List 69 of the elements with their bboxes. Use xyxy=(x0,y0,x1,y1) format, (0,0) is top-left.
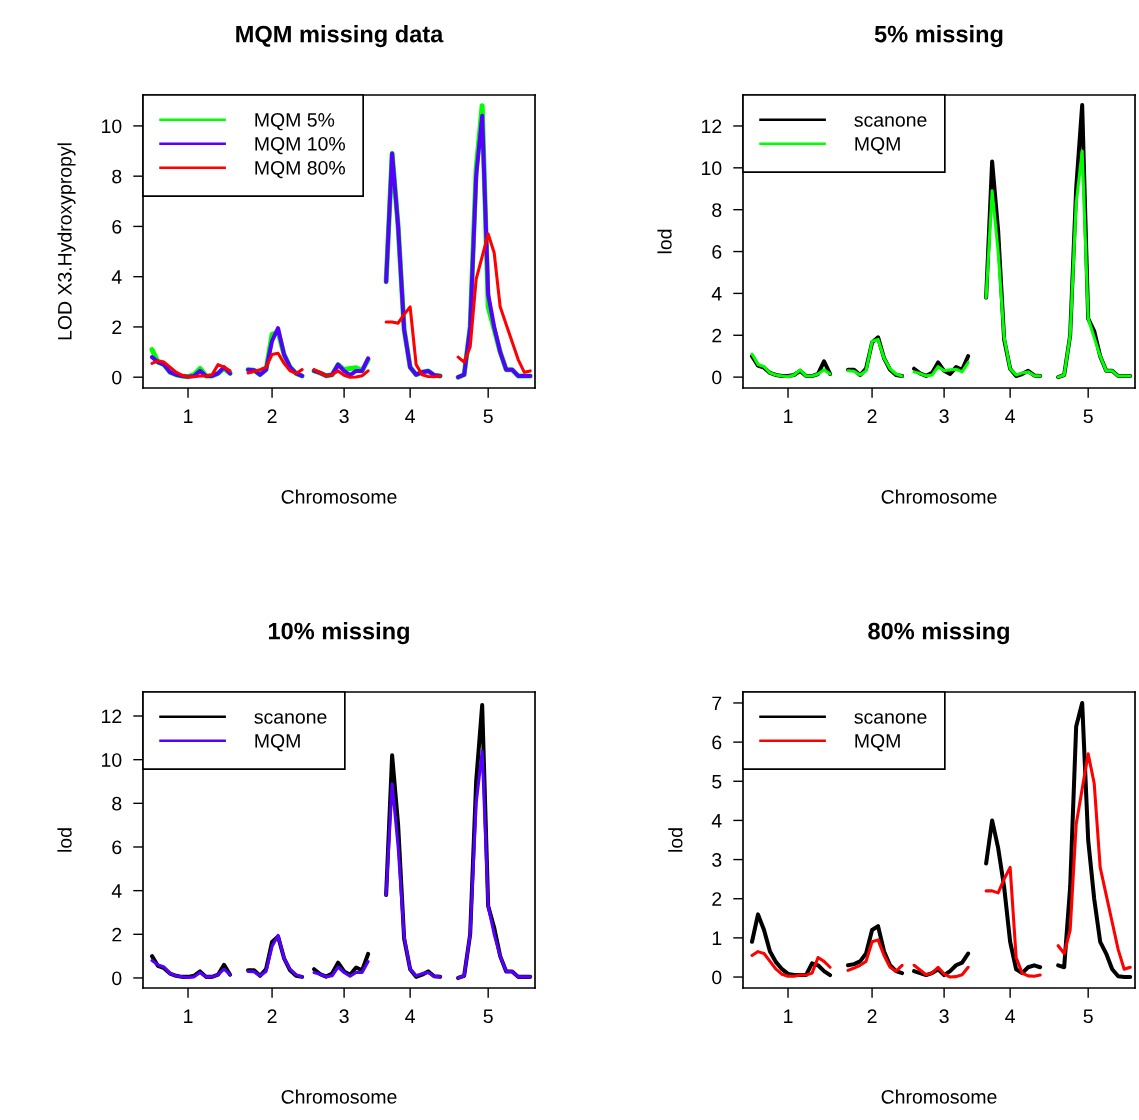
y-tick-label: 4 xyxy=(111,270,122,284)
legend-label: scanone xyxy=(854,713,927,724)
x-tick-label: 4 xyxy=(1005,409,1015,423)
y-tick-label: 2 xyxy=(112,927,122,942)
legend-label: MQM 5% xyxy=(255,113,335,131)
y-tick-label: 4 xyxy=(111,884,122,898)
y-tick-label: 6 xyxy=(112,219,122,234)
x-tick-label: 3 xyxy=(339,409,349,424)
x-axis-title: Chromosome xyxy=(881,489,997,504)
legend-label: scanone xyxy=(854,116,927,127)
x-tick-label: 1 xyxy=(184,1009,193,1023)
y-tick-label: 0 xyxy=(112,370,122,385)
y-axis-title: lod xyxy=(657,229,672,254)
y-axis-title: LOD X3.Hydroxypropyl xyxy=(57,143,76,340)
x-tick-label: 4 xyxy=(405,1009,415,1023)
chart-title: 80% missing xyxy=(868,622,1009,645)
y-tick-label: 4 xyxy=(711,287,722,301)
legend-label: MQM 80% xyxy=(255,160,345,179)
y-tick-label: 2 xyxy=(112,320,122,334)
y-axis-title: lod xyxy=(57,828,72,852)
x-tick-label: 5 xyxy=(1083,409,1093,424)
x-tick-label: 5 xyxy=(483,409,493,424)
x-tick-label: 3 xyxy=(939,409,949,424)
x-tick-label: 2 xyxy=(267,1009,277,1023)
x-axis-title: Chromosome xyxy=(881,1089,997,1104)
y-axis-title: lod xyxy=(668,828,683,852)
legend-label: MQM 10% xyxy=(255,136,345,155)
y-tick-label: 10 xyxy=(702,161,722,176)
y-tick-label: 2 xyxy=(712,892,722,906)
x-axis-title: Chromosome xyxy=(281,1089,397,1104)
y-tick-label: 3 xyxy=(712,853,722,867)
y-tick-label: 6 xyxy=(712,245,722,259)
y-tick-label: 7 xyxy=(712,696,722,711)
y-tick-label: 0 xyxy=(712,370,722,385)
x-tick-label: 3 xyxy=(339,1009,349,1024)
y-tick-label: 0 xyxy=(112,971,122,986)
y-tick-label: 4 xyxy=(711,814,722,828)
x-axis-title: Chromosome xyxy=(281,489,397,504)
x-tick-label: 1 xyxy=(784,1009,793,1023)
legend-label: MQM xyxy=(855,733,900,752)
y-tick-label: 6 xyxy=(112,840,122,855)
y-tick-label: 8 xyxy=(112,169,122,184)
x-tick-label: 4 xyxy=(405,409,415,423)
x-tick-label: 2 xyxy=(867,409,877,423)
y-tick-label: 12 xyxy=(702,119,722,134)
y-tick-label: 5 xyxy=(712,774,722,789)
x-tick-label: 4 xyxy=(1005,1009,1015,1023)
y-tick-label: 10 xyxy=(102,119,122,134)
y-tick-label: 6 xyxy=(712,735,722,750)
x-tick-label: 5 xyxy=(483,1009,493,1024)
x-tick-label: 1 xyxy=(784,409,793,423)
x-tick-label: 1 xyxy=(184,409,193,423)
y-tick-label: 1 xyxy=(712,931,722,945)
legend-label: MQM xyxy=(855,136,900,155)
legend-label: MQM xyxy=(255,733,300,752)
legend-label: scanone xyxy=(254,713,327,724)
x-tick-label: 5 xyxy=(1083,1009,1093,1024)
chart-title: 10% missing xyxy=(268,622,409,645)
chart-title: 5% missing xyxy=(874,25,1003,48)
x-tick-label: 2 xyxy=(867,1009,877,1023)
y-tick-label: 8 xyxy=(712,203,722,217)
y-tick-label: 0 xyxy=(712,970,722,985)
y-tick-label: 10 xyxy=(102,753,122,767)
x-tick-label: 3 xyxy=(939,1009,949,1024)
y-tick-label: 12 xyxy=(102,709,122,724)
y-tick-label: 2 xyxy=(712,328,722,343)
x-tick-label: 2 xyxy=(267,409,277,423)
y-tick-label: 8 xyxy=(112,796,122,811)
chart-title: MQM missing data xyxy=(236,25,444,48)
